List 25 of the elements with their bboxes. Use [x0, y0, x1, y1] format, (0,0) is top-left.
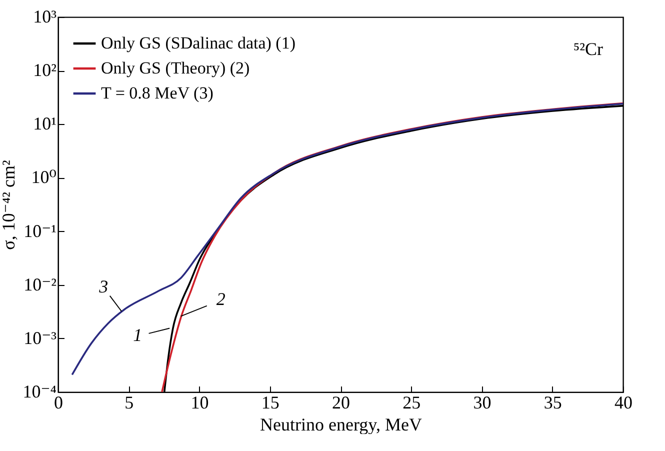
y-tick-label: 10⁰	[31, 167, 56, 188]
x-tick-label: 10	[190, 392, 209, 412]
annotation: ⁵²Cr	[573, 39, 604, 59]
y-tick-label: 10⁻²	[24, 274, 56, 294]
y-tick-label: 10²	[33, 60, 56, 80]
y-tick-label: 10³	[33, 6, 58, 26]
x-tick-label: 35	[544, 392, 562, 412]
x-tick-label: 5	[124, 392, 134, 412]
y-tick-label: 10¹	[33, 114, 56, 134]
x-tick-label: 30	[473, 392, 492, 412]
x-tick-label: 40	[614, 392, 632, 412]
annotation: 2	[216, 289, 226, 310]
x-tick-label: 0	[54, 392, 63, 412]
annotation: 1	[133, 325, 142, 346]
legend-label: Only GS (Theory) (2)	[101, 58, 250, 78]
annotation: 3	[98, 276, 108, 296]
y-tick-label: 10⁻¹	[24, 220, 56, 241]
y-tick-label: 10⁻³	[24, 328, 58, 348]
y-axis-title: σ, 10⁻⁴² cm²	[0, 160, 19, 250]
line-series	[71, 102, 623, 376]
x-tick-label: 15	[261, 392, 280, 412]
x-tick-label: 20	[332, 392, 350, 412]
legend-label: T = 0.8 MeV (3)	[101, 84, 214, 102]
x-tick-label: 25	[402, 392, 421, 412]
legend-label: Only GS (SDalinac data) (1)	[101, 34, 296, 52]
